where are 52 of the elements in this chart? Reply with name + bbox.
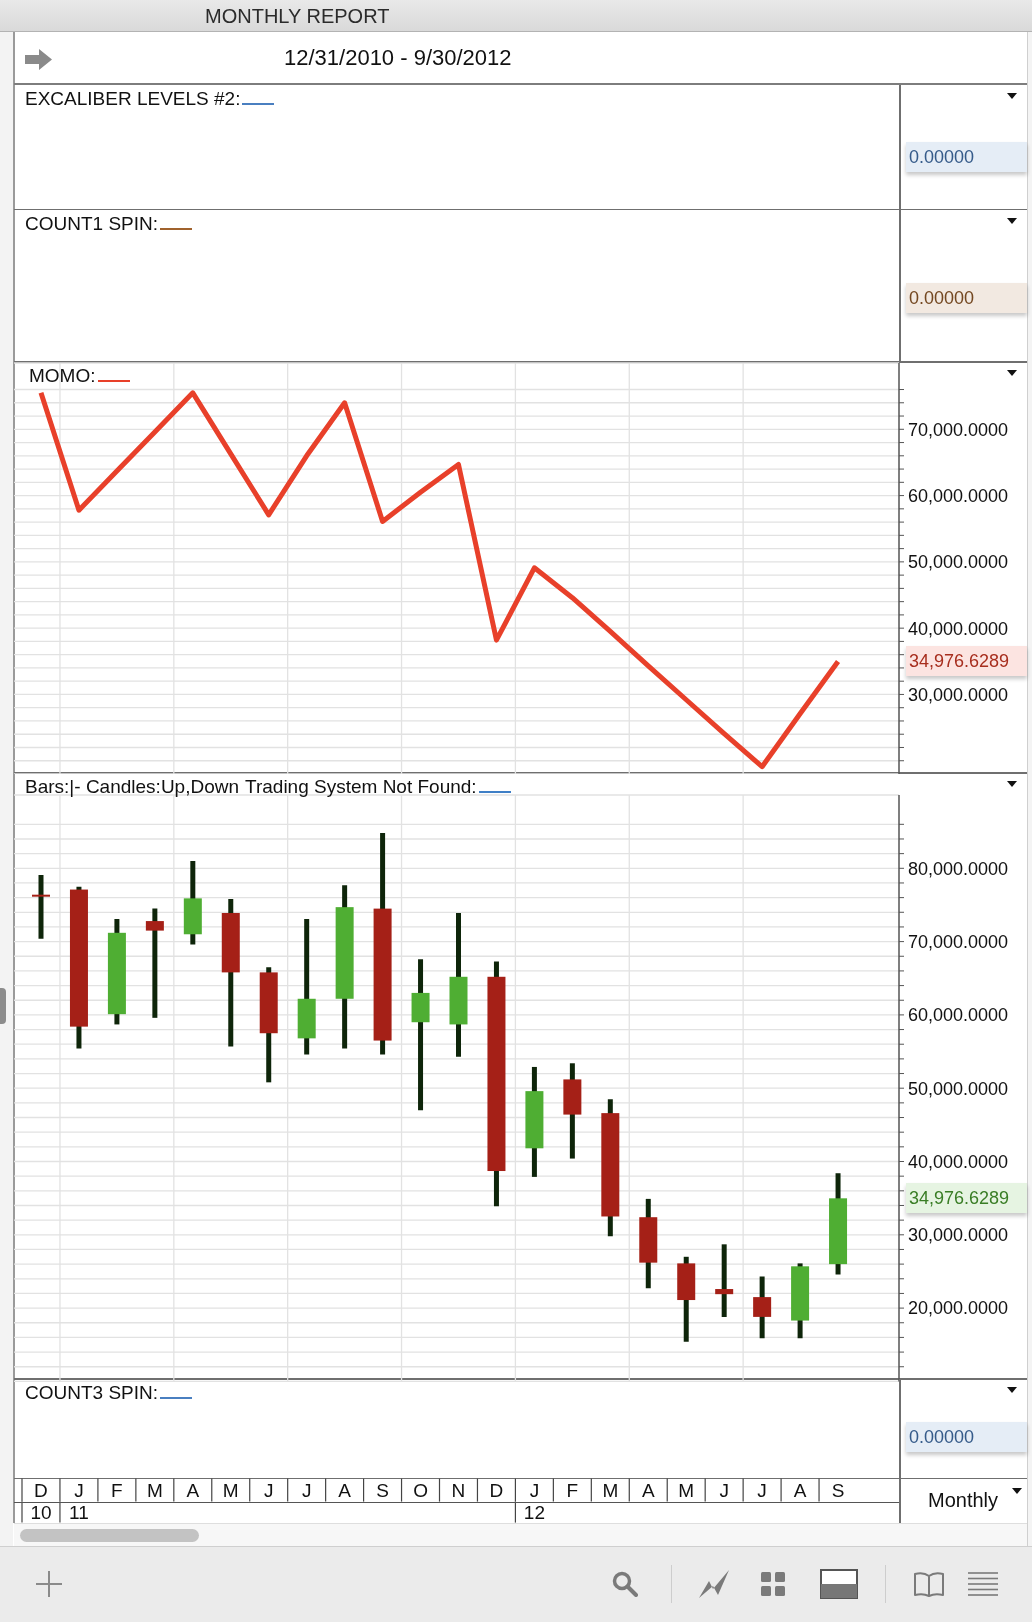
x-tick-label: M	[602, 1479, 619, 1501]
x-tick-label: M	[222, 1479, 239, 1501]
x-tick-label: O	[413, 1479, 428, 1501]
x-tick-label: S	[376, 1479, 389, 1501]
y-tick-label: 20,000.0000	[908, 1298, 1009, 1319]
text: EXCALIBER LEVELS #2:	[25, 88, 241, 109]
text: Monthly	[927, 1488, 999, 1514]
x-tick-label: D	[489, 1479, 504, 1501]
x-tick-label: D 10	[30, 1479, 52, 1523]
x-tick-label: J	[263, 1479, 274, 1501]
text: 0.00000	[906, 141, 1027, 172]
x-tick-label: J	[757, 1479, 767, 1501]
y-tick-label: 60,000.0000	[908, 1005, 1009, 1026]
text: COUNT3 SPIN:	[25, 1382, 159, 1403]
x-tick-label: J 11	[69, 1479, 89, 1523]
x-tick-label: A	[186, 1479, 200, 1501]
x-tick-label: N	[451, 1479, 466, 1501]
y-tick-label: 50,000.0000	[908, 552, 1009, 573]
x-tick-label: J	[301, 1479, 312, 1501]
x-tick-label: M	[678, 1479, 695, 1501]
text: 34,976.6289	[906, 646, 1027, 677]
x-tick-label: A	[338, 1479, 352, 1501]
text: MONTHLY REPORT	[205, 4, 390, 29]
candlestick	[753, 1276, 772, 1339]
y-tick-label: 70,000.0000	[908, 419, 1009, 440]
legend-label: Trading System Not Found:	[245, 776, 477, 797]
x-tick-label: J	[719, 1479, 729, 1501]
y-tick-label: 70,000.0000	[908, 931, 1009, 952]
y-tick-label: 40,000.0000	[908, 1151, 1009, 1172]
x-tick-label: A	[793, 1479, 807, 1501]
x-tick-label: A	[641, 1479, 655, 1501]
candlestick	[715, 1244, 734, 1317]
text: 34,976.6289	[906, 1183, 1027, 1214]
candlestick	[145, 908, 164, 1018]
text: 12/31/2010 - 9/30/2012	[284, 44, 512, 72]
legend-title: Bars:|- Candles:Up,Down	[25, 776, 240, 797]
x-tick-label: F	[111, 1479, 123, 1501]
y-tick-label: 30,000.0000	[908, 684, 1009, 705]
text: 0.00000	[906, 282, 1027, 313]
y-tick-label: 30,000.0000	[908, 1225, 1009, 1246]
legend-label: MOMO:	[29, 365, 96, 386]
x-tick-label: J 12	[523, 1479, 545, 1523]
y-tick-label: 60,000.0000	[908, 485, 1009, 506]
y-tick-label: 40,000.0000	[908, 618, 1009, 639]
candlestick	[32, 874, 50, 939]
x-tick-label: F	[566, 1479, 579, 1501]
text: 0.00000	[906, 1421, 1027, 1452]
x-tick-label: S	[831, 1479, 845, 1501]
x-tick-label: M	[146, 1479, 163, 1501]
y-tick-label: 50,000.0000	[908, 1078, 1009, 1099]
y-tick-label: 80,000.0000	[908, 858, 1009, 879]
text: COUNT1 SPIN:	[25, 212, 159, 234]
